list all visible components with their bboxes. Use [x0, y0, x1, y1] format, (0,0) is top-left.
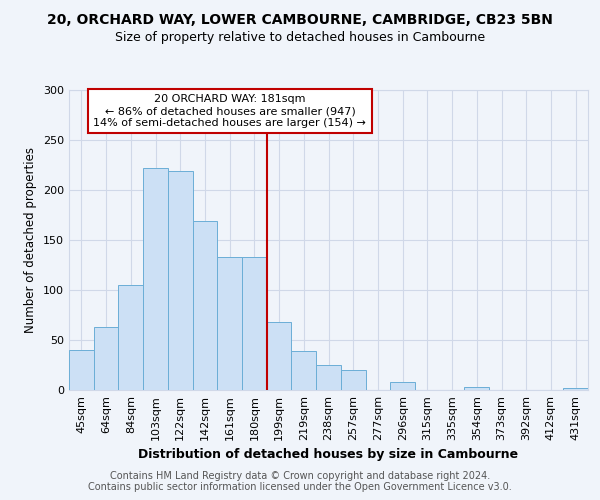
Bar — [118, 285, 143, 390]
Bar — [267, 322, 292, 390]
Bar — [217, 257, 242, 390]
Bar — [143, 168, 168, 390]
Bar — [168, 171, 193, 390]
Bar — [464, 387, 489, 390]
X-axis label: Distribution of detached houses by size in Cambourne: Distribution of detached houses by size … — [139, 448, 518, 462]
Bar — [316, 365, 341, 390]
Bar — [390, 382, 415, 390]
Bar — [292, 351, 316, 390]
Text: 20, ORCHARD WAY, LOWER CAMBOURNE, CAMBRIDGE, CB23 5BN: 20, ORCHARD WAY, LOWER CAMBOURNE, CAMBRI… — [47, 12, 553, 26]
Bar — [69, 350, 94, 390]
Text: 20 ORCHARD WAY: 181sqm
← 86% of detached houses are smaller (947)
14% of semi-de: 20 ORCHARD WAY: 181sqm ← 86% of detached… — [94, 94, 367, 128]
Text: Size of property relative to detached houses in Cambourne: Size of property relative to detached ho… — [115, 31, 485, 44]
Bar — [341, 370, 365, 390]
Bar — [193, 221, 217, 390]
Text: Contains HM Land Registry data © Crown copyright and database right 2024.
Contai: Contains HM Land Registry data © Crown c… — [88, 471, 512, 492]
Y-axis label: Number of detached properties: Number of detached properties — [25, 147, 37, 333]
Bar — [94, 327, 118, 390]
Bar — [242, 257, 267, 390]
Bar — [563, 388, 588, 390]
